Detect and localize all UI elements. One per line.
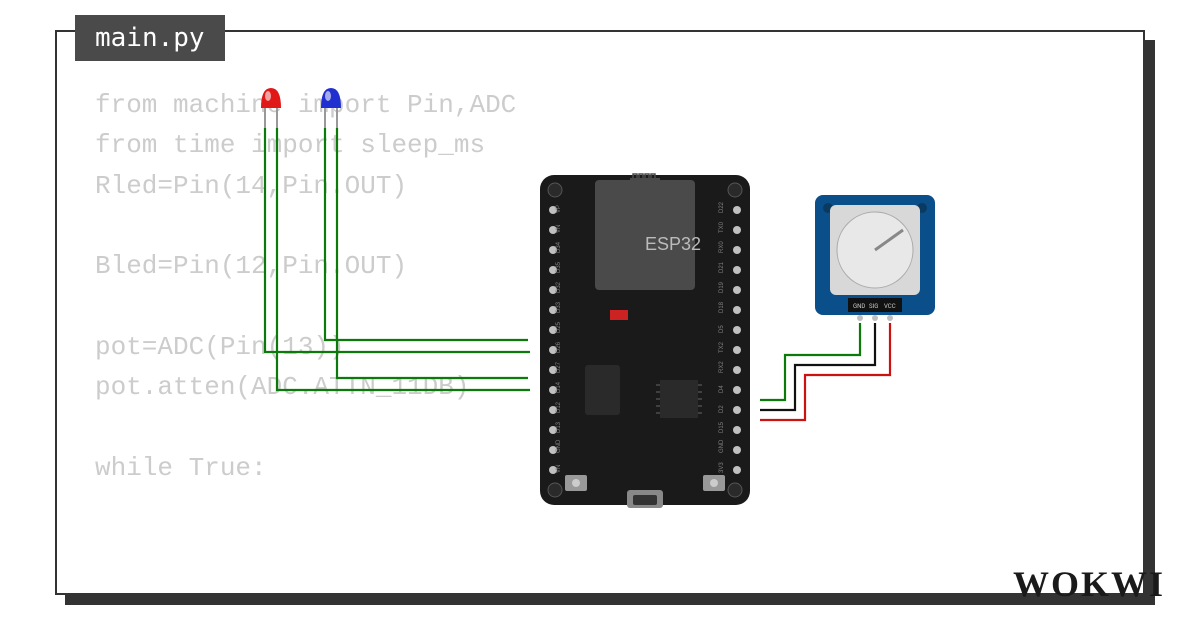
svg-text:D27: D27: [556, 361, 562, 373]
svg-text:D4: D4: [719, 385, 725, 393]
svg-text:VP: VP: [556, 205, 562, 213]
svg-text:VN: VN: [556, 465, 562, 473]
svg-text:D22: D22: [719, 201, 725, 213]
svg-text:D5: D5: [719, 325, 725, 333]
filename-text: main.py: [95, 23, 205, 53]
svg-text:GND: GND: [719, 439, 725, 453]
svg-text:TX0: TX0: [719, 221, 725, 233]
svg-text:3V3: 3V3: [719, 462, 725, 473]
potentiometer-module: GND SIG VCC: [815, 195, 935, 321]
svg-text:RX0: RX0: [719, 241, 725, 253]
svg-text:D12: D12: [556, 401, 562, 413]
svg-text:VCC: VCC: [884, 303, 896, 310]
svg-text:D33: D33: [556, 301, 562, 313]
svg-text:D14: D14: [556, 381, 562, 393]
svg-text:D34: D34: [556, 241, 562, 253]
svg-text:D19: D19: [719, 281, 725, 293]
svg-text:VN: VN: [556, 225, 562, 233]
circuit-scene: ESP32: [55, 30, 1145, 595]
svg-text:SIG: SIG: [869, 303, 878, 310]
svg-text:D35: D35: [556, 261, 562, 273]
svg-text:GND: GND: [853, 303, 865, 310]
svg-text:D15: D15: [719, 421, 725, 433]
led-red: [261, 88, 281, 128]
svg-text:D18: D18: [719, 301, 725, 313]
board-label: ESP32: [645, 234, 701, 254]
svg-text:RX2: RX2: [719, 361, 725, 373]
wokwi-logo: WOKWI: [1013, 563, 1165, 605]
svg-text:D2: D2: [719, 405, 725, 413]
led-blue: [321, 88, 341, 128]
svg-text:D26: D26: [556, 341, 562, 353]
filename-tab: main.py: [75, 15, 225, 61]
svg-text:GND: GND: [556, 439, 562, 453]
svg-text:D32: D32: [556, 281, 562, 293]
esp32-board: ESP32: [540, 174, 750, 508]
svg-text:TX2: TX2: [719, 341, 725, 353]
svg-text:D21: D21: [719, 261, 725, 273]
svg-text:D25: D25: [556, 321, 562, 333]
svg-text:D13: D13: [556, 421, 562, 433]
